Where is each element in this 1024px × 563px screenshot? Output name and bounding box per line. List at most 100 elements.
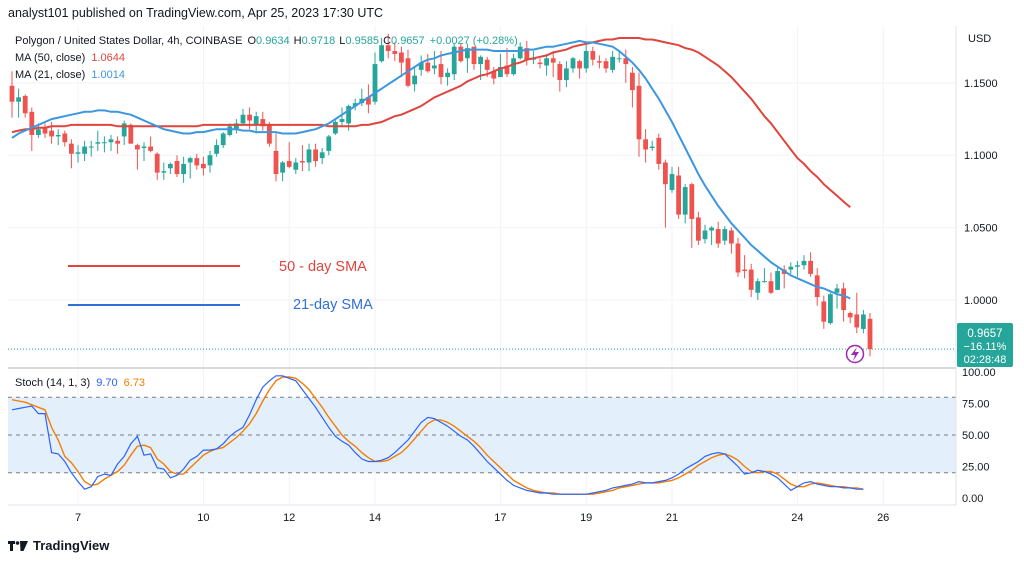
candle[interactable] [669, 166, 675, 193]
candle[interactable] [775, 266, 780, 290]
candle[interactable] [352, 98, 358, 111]
candle[interactable] [366, 84, 371, 114]
candle[interactable] [742, 255, 747, 279]
candle[interactable] [616, 51, 622, 63]
candle[interactable] [293, 158, 299, 175]
candle[interactable] [313, 143, 318, 167]
candle[interactable] [537, 58, 543, 69]
candle[interactable] [557, 61, 563, 92]
candle[interactable] [253, 111, 259, 134]
candle[interactable] [649, 140, 655, 151]
candle[interactable] [121, 120, 127, 146]
candle[interactable] [498, 53, 503, 78]
candle[interactable] [762, 268, 767, 283]
candle[interactable] [445, 68, 450, 86]
candle[interactable] [795, 260, 800, 277]
candle[interactable] [412, 66, 417, 92]
candle[interactable] [834, 284, 840, 309]
candle[interactable] [801, 255, 807, 270]
candle[interactable] [181, 156, 186, 183]
candle[interactable] [187, 156, 193, 179]
candle[interactable] [564, 61, 569, 88]
candle[interactable] [828, 292, 833, 325]
price-pane[interactable] [8, 26, 956, 368]
candle[interactable] [630, 66, 635, 108]
candle[interactable] [319, 148, 325, 164]
candle[interactable] [643, 129, 648, 163]
candle[interactable] [729, 227, 734, 254]
candle[interactable] [161, 162, 167, 180]
candle[interactable] [715, 221, 721, 248]
candle[interactable] [102, 136, 107, 153]
candle[interactable] [425, 53, 431, 73]
candle[interactable] [141, 142, 147, 162]
candle[interactable] [689, 182, 695, 248]
candle[interactable] [709, 226, 714, 245]
candle[interactable] [399, 46, 404, 78]
candle[interactable] [88, 140, 94, 157]
candle[interactable] [286, 142, 292, 169]
candle[interactable] [214, 139, 219, 157]
candle[interactable] [722, 226, 728, 245]
candle[interactable] [273, 133, 279, 182]
candle[interactable] [841, 282, 846, 322]
candle[interactable] [597, 55, 602, 69]
candle[interactable] [702, 224, 708, 244]
candle[interactable] [821, 295, 827, 329]
candle[interactable] [207, 150, 213, 173]
candle[interactable] [755, 278, 761, 300]
candle[interactable] [306, 143, 312, 172]
candle[interactable] [339, 107, 345, 127]
candle[interactable] [16, 88, 21, 118]
candle[interactable] [22, 94, 28, 118]
candle[interactable] [610, 51, 615, 73]
candle[interactable] [280, 161, 285, 182]
candle[interactable] [504, 48, 510, 78]
candle[interactable] [550, 51, 556, 78]
candle[interactable] [62, 130, 68, 147]
stoch-k-line[interactable] [11, 375, 864, 495]
candle[interactable] [82, 140, 87, 162]
candle[interactable] [656, 133, 662, 170]
candle[interactable] [240, 108, 246, 125]
candle[interactable] [168, 162, 173, 175]
candle[interactable] [326, 134, 332, 156]
candle[interactable] [663, 159, 668, 228]
candle[interactable] [847, 311, 853, 324]
candle[interactable] [194, 153, 200, 170]
candle[interactable] [148, 136, 153, 153]
candle[interactable] [676, 166, 681, 219]
candle[interactable] [174, 155, 180, 177]
lightning-icon[interactable] [845, 344, 865, 364]
candle[interactable] [636, 72, 642, 157]
ma50-line[interactable] [11, 37, 851, 209]
candle[interactable] [432, 51, 437, 75]
candle[interactable] [115, 136, 120, 154]
candle[interactable] [768, 272, 774, 295]
candle[interactable] [603, 58, 609, 73]
candle[interactable] [234, 119, 239, 134]
candle[interactable] [418, 55, 424, 76]
candle[interactable] [808, 252, 813, 277]
footer-brand[interactable]: TradingView [8, 538, 109, 553]
candle[interactable] [379, 38, 384, 63]
candle[interactable] [95, 130, 101, 151]
candle[interactable] [491, 66, 497, 85]
candle[interactable] [55, 129, 61, 146]
candle[interactable] [735, 237, 741, 277]
candle[interactable] [267, 121, 272, 147]
candle[interactable] [438, 51, 444, 85]
candle[interactable] [854, 292, 860, 334]
candle[interactable] [201, 156, 206, 176]
candle[interactable] [135, 143, 140, 170]
candle[interactable] [524, 40, 530, 66]
candle[interactable] [392, 42, 398, 62]
candle[interactable] [590, 46, 596, 66]
candle[interactable] [544, 53, 549, 76]
candle[interactable] [42, 123, 48, 138]
candle[interactable] [451, 43, 457, 80]
candle[interactable] [9, 71, 15, 118]
candle[interactable] [623, 49, 629, 83]
candle[interactable] [458, 43, 464, 63]
